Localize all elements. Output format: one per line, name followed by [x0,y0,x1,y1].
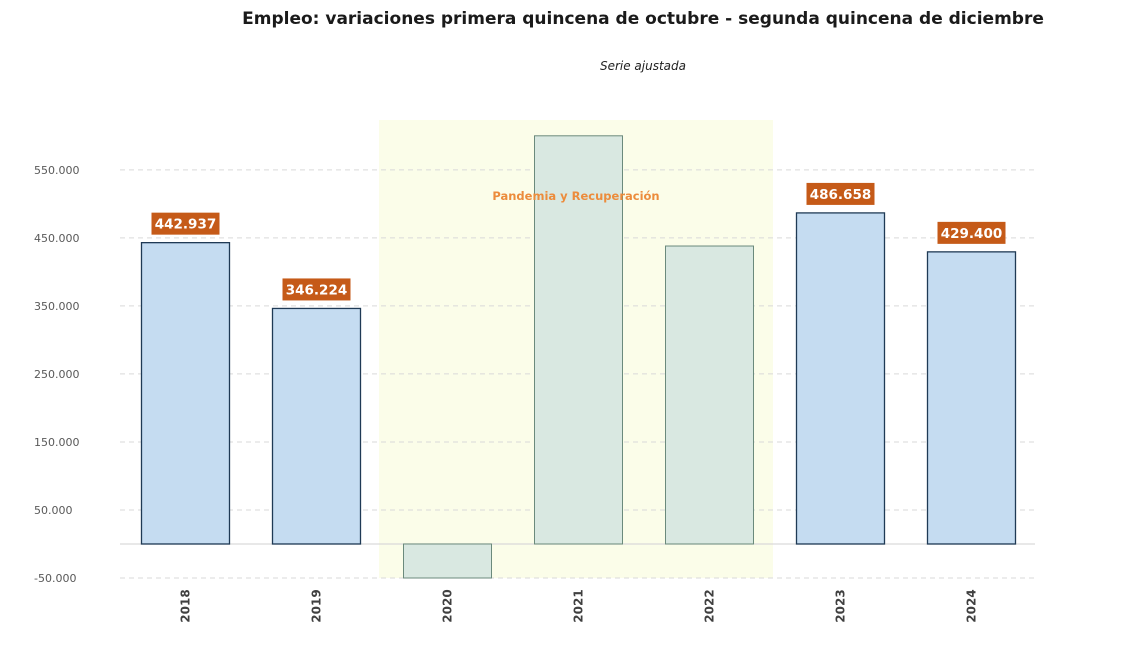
x-tick-label: 2022 [703,589,717,622]
y-tick-label: 450.000 [34,232,80,245]
y-tick-label: 50.000 [34,504,73,517]
data-label-box [151,212,220,235]
chart-title: Empleo: variaciones primera quincena de … [242,9,1044,29]
data-label: 346.224 [282,278,351,301]
data-label-box [282,278,351,301]
data-label-box [806,182,875,205]
annotation-text: Pandemia y Recuperación [492,189,659,203]
y-tick-label: -50.000 [34,572,76,585]
bar-2021 [534,135,623,545]
data-label-box [937,221,1006,244]
x-tick-label: 2023 [834,589,848,622]
data-label-text: 429.400 [941,226,1003,242]
data-label-text: 346.224 [286,282,348,298]
x-tick-label: 2020 [441,589,455,622]
y-tick-label: 550.000 [34,164,80,177]
data-label-text: 486.658 [810,187,872,203]
bar-2023 [795,212,886,545]
chart-subtitle: Serie ajustada [600,59,686,73]
bar-2018 [140,242,231,545]
data-label: 429.400 [937,221,1006,244]
bar-2022 [665,245,754,545]
y-tick-label: 250.000 [34,368,80,381]
bar-2020 [403,543,492,579]
y-tick-label: 350.000 [34,300,80,313]
x-tick-label: 2018 [179,589,193,622]
y-tick-label: 150.000 [34,436,80,449]
x-tick-label: 2019 [310,589,324,622]
bar-2019 [271,307,362,545]
data-label: 442.937 [151,212,220,235]
x-tick-label: 2024 [965,589,979,622]
data-label-text: 442.937 [155,217,217,233]
data-label: 486.658 [806,182,875,205]
bar-2024 [926,251,1017,545]
x-tick-label: 2021 [572,589,586,622]
